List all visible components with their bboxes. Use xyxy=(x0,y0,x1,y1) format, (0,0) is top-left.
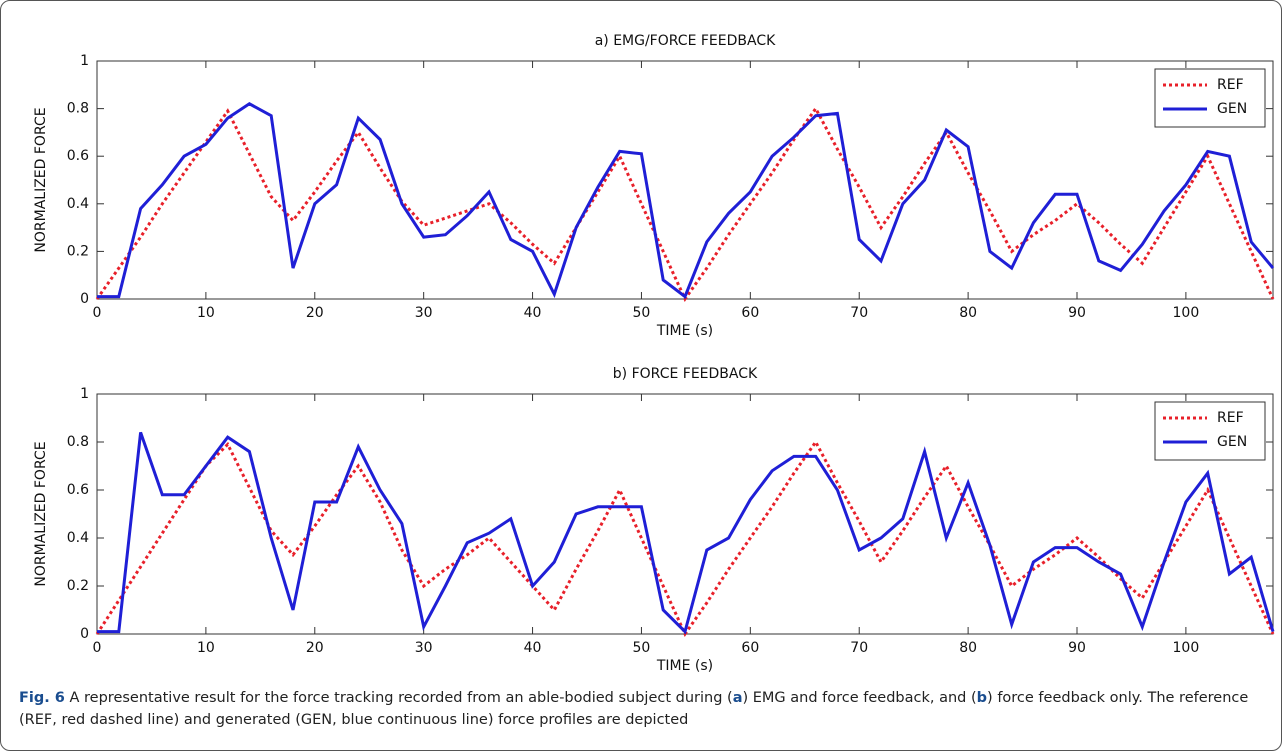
y-tick-label: 0.6 xyxy=(67,482,89,498)
x-tick-label: 50 xyxy=(633,640,651,656)
x-tick-label: 0 xyxy=(93,640,102,656)
data-line xyxy=(97,431,1275,635)
data-line xyxy=(95,105,1275,302)
y-tick-label: 0.6 xyxy=(67,148,89,164)
plot-frame xyxy=(96,60,1274,300)
legend-label: REF xyxy=(1217,410,1244,426)
caption-label: Fig. 6 xyxy=(19,690,65,706)
caption-text: ) force feedback only. The reference (RE… xyxy=(19,690,1249,728)
x-tick-label: 90 xyxy=(1068,305,1086,321)
y-tick-label: 0.2 xyxy=(67,243,89,259)
x-tick-label: 70 xyxy=(850,640,868,656)
y-tick-label: 0.8 xyxy=(67,101,89,117)
chart-title: b) FORCE FEEDBACK xyxy=(613,366,758,382)
x-tick-label: 20 xyxy=(306,305,324,321)
y-tick-label: 0 xyxy=(80,291,89,307)
y-tick-label: 1 xyxy=(80,53,89,69)
x-tick-label: 50 xyxy=(633,305,651,321)
legend-label: REF xyxy=(1217,77,1244,93)
data-line xyxy=(97,102,1275,299)
x-tick-label: 90 xyxy=(1068,640,1086,656)
x-tick-label: 10 xyxy=(197,640,215,656)
chart-title: a) EMG/FORCE FEEDBACK xyxy=(595,33,776,49)
x-tick-label: 0 xyxy=(93,305,102,321)
caption-text: b xyxy=(976,690,988,706)
y-tick-label: 0.4 xyxy=(67,196,89,212)
x-tick-label: 70 xyxy=(850,305,868,321)
y-axis-label: NORMALIZED FORCE xyxy=(33,107,49,252)
legend-label: GEN xyxy=(1217,434,1247,450)
y-tick-label: 0.4 xyxy=(67,530,89,546)
legend-box xyxy=(1154,68,1266,128)
caption: Fig. 6 A representative result for the f… xyxy=(19,687,1269,731)
caption-text: a xyxy=(732,690,743,706)
x-tick-label: 80 xyxy=(959,305,977,321)
x-axis-label: TIME (s) xyxy=(656,323,713,339)
caption-text: ) EMG and force feedback, and ( xyxy=(742,690,977,706)
y-axis-label: NORMALIZED FORCE xyxy=(33,441,49,586)
y-tick-label: 0.2 xyxy=(67,578,89,594)
caption-text: A representative result for the force tr… xyxy=(64,690,733,706)
x-tick-label: 30 xyxy=(415,640,433,656)
x-tick-label: 20 xyxy=(306,640,324,656)
x-tick-label: 100 xyxy=(1173,305,1200,321)
x-tick-label: 40 xyxy=(524,305,542,321)
y-tick-label: 1 xyxy=(80,386,89,402)
x-tick-label: 60 xyxy=(741,305,759,321)
x-tick-label: 60 xyxy=(741,640,759,656)
x-tick-label: 80 xyxy=(959,640,977,656)
legend-label: GEN xyxy=(1217,101,1247,117)
y-tick-label: 0 xyxy=(80,626,89,642)
x-tick-label: 30 xyxy=(415,305,433,321)
x-tick-label: 40 xyxy=(524,640,542,656)
legend-box xyxy=(1154,401,1266,461)
data-line xyxy=(95,439,1275,638)
x-tick-label: 100 xyxy=(1173,640,1200,656)
plot-frame xyxy=(96,393,1274,635)
x-tick-label: 10 xyxy=(197,305,215,321)
x-axis-label: TIME (s) xyxy=(656,658,713,674)
y-tick-label: 0.8 xyxy=(67,434,89,450)
